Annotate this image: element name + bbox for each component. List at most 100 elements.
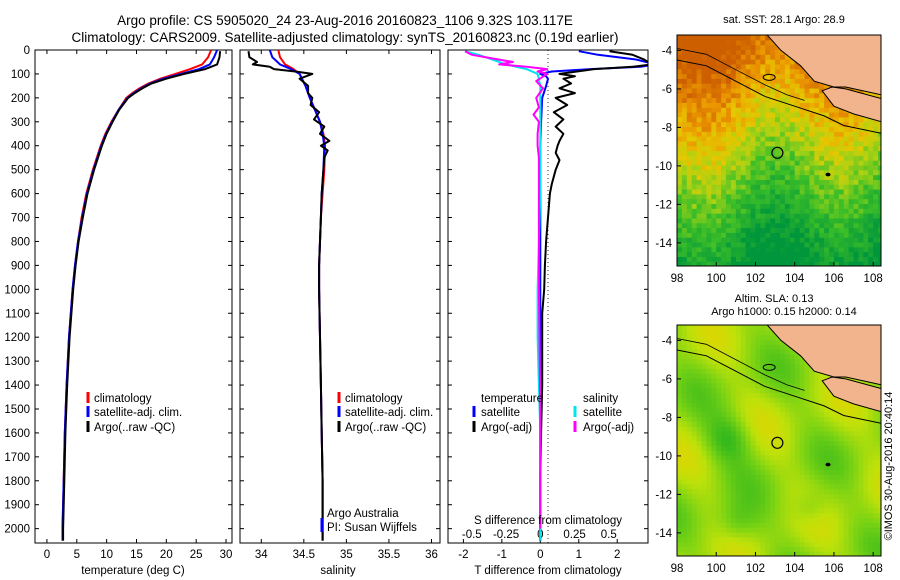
map-cell bbox=[824, 131, 830, 137]
map-cell bbox=[784, 140, 791, 147]
map-cell bbox=[696, 155, 703, 161]
map-cell bbox=[853, 421, 860, 427]
map-cell bbox=[799, 179, 806, 185]
map-cell bbox=[760, 241, 766, 248]
map-cell bbox=[706, 140, 712, 147]
map-cell bbox=[755, 402, 761, 408]
map-cell bbox=[691, 107, 698, 113]
map-cell bbox=[735, 237, 742, 243]
map-cell bbox=[775, 536, 781, 543]
map-cell bbox=[745, 222, 752, 229]
map-cell bbox=[799, 232, 806, 238]
map-cell bbox=[819, 527, 825, 533]
map-cell bbox=[794, 435, 801, 442]
map-cell bbox=[696, 334, 703, 341]
map-cell bbox=[706, 63, 712, 70]
map-cell bbox=[745, 527, 752, 533]
map-cell bbox=[740, 426, 747, 432]
map-cell bbox=[804, 474, 810, 480]
map-cell bbox=[838, 174, 845, 180]
map-cell bbox=[716, 126, 722, 132]
map-cell bbox=[696, 150, 703, 156]
map-cell bbox=[779, 102, 786, 108]
map-cell bbox=[681, 426, 688, 432]
map-cell bbox=[677, 49, 683, 55]
map-cell bbox=[760, 551, 766, 556]
map-cell bbox=[730, 426, 737, 432]
map-cell bbox=[843, 208, 850, 214]
map-cell bbox=[878, 179, 881, 185]
map-cell bbox=[716, 222, 722, 229]
map-cell bbox=[730, 334, 737, 341]
map-cell bbox=[848, 179, 855, 185]
map-cell bbox=[799, 126, 806, 132]
map-cell bbox=[716, 237, 722, 243]
map-cell bbox=[784, 397, 791, 403]
map-cell bbox=[794, 227, 801, 233]
map-cell bbox=[745, 227, 752, 233]
map-cell bbox=[789, 373, 796, 379]
map-cell bbox=[784, 189, 791, 195]
map-cell bbox=[716, 102, 722, 108]
map-cell bbox=[755, 498, 761, 504]
map-cell bbox=[843, 140, 850, 147]
map-cell bbox=[735, 145, 742, 152]
map-cell bbox=[686, 416, 693, 422]
map-cell bbox=[681, 241, 688, 248]
map-cell bbox=[794, 160, 801, 166]
map-cell bbox=[868, 208, 874, 214]
map-cell bbox=[819, 406, 825, 413]
map-cell bbox=[819, 213, 825, 219]
map-cell bbox=[735, 35, 742, 41]
map-cell bbox=[726, 261, 732, 266]
map-cell bbox=[843, 416, 850, 422]
map-cell bbox=[735, 334, 742, 341]
map-cell bbox=[843, 406, 850, 413]
map-cell bbox=[848, 126, 855, 132]
map-cell bbox=[789, 353, 796, 360]
map-cell bbox=[750, 382, 757, 389]
map-cell bbox=[681, 411, 688, 418]
map-cell bbox=[770, 373, 776, 379]
map-cell bbox=[681, 522, 688, 528]
map-cell bbox=[814, 97, 820, 103]
map-cell bbox=[681, 208, 688, 214]
map-cell bbox=[819, 227, 825, 233]
map-cell bbox=[750, 78, 757, 84]
map-cell bbox=[755, 198, 761, 205]
map-cell bbox=[863, 406, 869, 413]
map-cell bbox=[848, 488, 855, 495]
map-cell bbox=[755, 387, 761, 393]
map-cell bbox=[809, 503, 815, 509]
map-cell bbox=[760, 517, 766, 523]
map-cell bbox=[716, 411, 722, 418]
map-cell bbox=[829, 474, 835, 480]
map-cell bbox=[730, 131, 737, 137]
map-cell bbox=[740, 131, 747, 137]
map-cell bbox=[843, 213, 850, 219]
map-cell bbox=[696, 325, 703, 331]
x-tick-label: 35 bbox=[340, 549, 353, 561]
map-cell bbox=[789, 358, 796, 365]
map-cell bbox=[740, 536, 747, 543]
map-cell bbox=[686, 426, 693, 432]
map-cell bbox=[853, 213, 860, 219]
map-cell bbox=[789, 498, 796, 504]
map-cell bbox=[868, 155, 874, 161]
map-cell bbox=[711, 59, 717, 65]
map-cell bbox=[716, 179, 722, 185]
map-cell bbox=[730, 222, 737, 229]
map-cell bbox=[829, 479, 835, 485]
map-cell bbox=[878, 160, 881, 166]
map-cell bbox=[770, 39, 776, 46]
depth-tick-label: 1200 bbox=[4, 332, 30, 344]
map-cell bbox=[750, 246, 757, 253]
map-cell bbox=[711, 121, 717, 128]
temperature-profile-lines bbox=[61, 50, 222, 541]
map-cell bbox=[706, 193, 712, 200]
map-cell bbox=[730, 68, 737, 75]
map-cell bbox=[716, 174, 722, 180]
map-cell bbox=[706, 531, 712, 538]
map-cell bbox=[681, 445, 688, 451]
map-cell bbox=[824, 387, 830, 393]
